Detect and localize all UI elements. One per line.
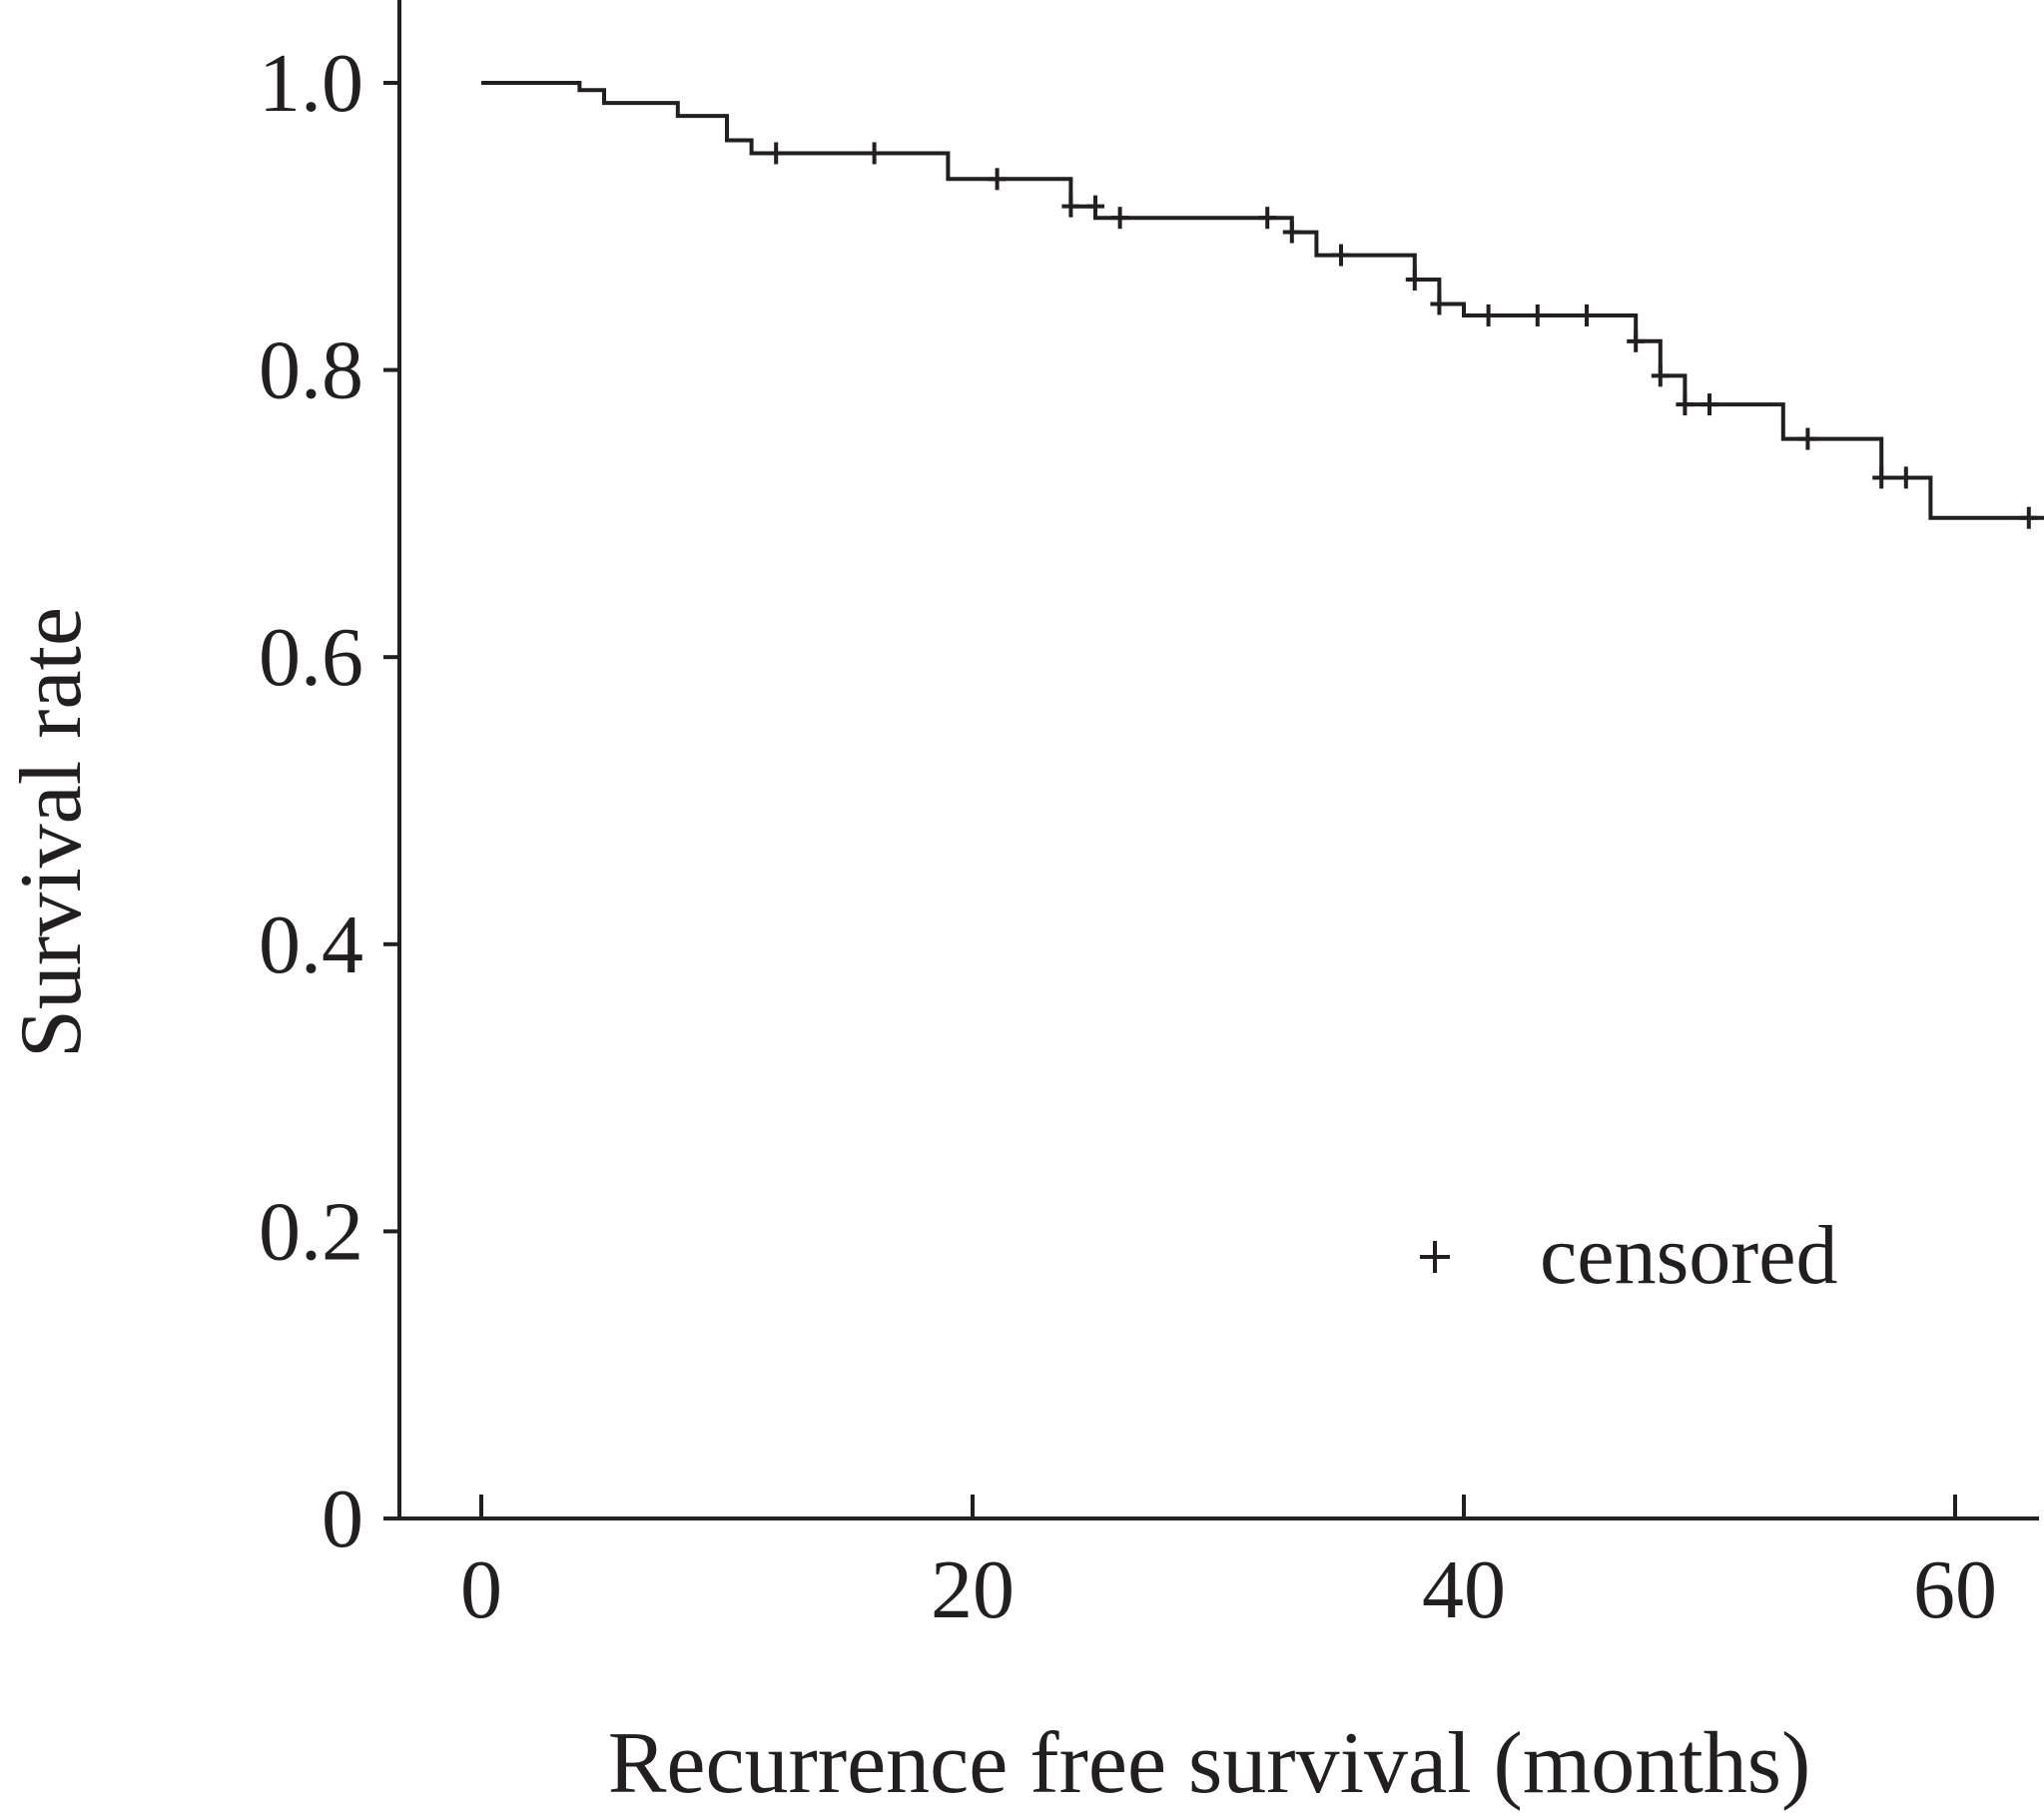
- censor-mark: [1651, 364, 1670, 387]
- censor-mark: [1798, 427, 1817, 450]
- censor-mark: [1332, 244, 1350, 267]
- x-axis-title: Recurrence free survival (months): [608, 1715, 1811, 1812]
- censor-mark: [1676, 393, 1695, 416]
- x-tick-label: 20: [931, 1543, 1015, 1636]
- censor-mark: [1110, 207, 1129, 230]
- legend-label: censored: [1540, 1209, 1838, 1302]
- x-tick-label: 40: [1422, 1543, 1506, 1636]
- censor-mark: [1086, 195, 1104, 218]
- censor-mark: [1405, 269, 1424, 292]
- y-tick-label: 0.8: [259, 324, 363, 417]
- censor-mark: [865, 142, 884, 165]
- plot-area: 00.20.40.60.81.0 020406080100120: [259, 0, 2044, 1636]
- y-tick-label: 0: [322, 1473, 363, 1565]
- censor-mark: [1282, 221, 1301, 244]
- censor-mark: [1528, 303, 1547, 326]
- censor-mark: [1479, 303, 1498, 326]
- legend: censored: [1420, 1209, 1838, 1302]
- x-tick-label: 0: [460, 1543, 502, 1636]
- censor-mark: [1896, 466, 1915, 489]
- y-tick-label: 1.0: [259, 37, 363, 130]
- censor-mark: [1061, 195, 1080, 218]
- y-tick-label: 0.4: [259, 899, 363, 991]
- censor-marks: [767, 142, 2038, 529]
- y-tick-label: 0.2: [259, 1185, 363, 1278]
- x-tick-label: 60: [1913, 1543, 1997, 1636]
- censor-mark: [1627, 329, 1646, 352]
- y-axis-ticks: 0 0.2 0.4 0.6 0.8 1.0: [259, 37, 399, 1565]
- survival-curve: [481, 81, 2044, 520]
- x-axis-ticks: 020406080100120: [460, 1495, 1997, 1636]
- censor-mark: [767, 142, 786, 165]
- censor-mark: [1430, 293, 1449, 315]
- censor-mark: [988, 168, 1007, 191]
- censor-mark: [1701, 393, 1718, 416]
- y-tick-label: 0.6: [259, 611, 363, 704]
- censor-mark: [1872, 466, 1891, 489]
- y-axis-title: Survival rate: [3, 607, 100, 1058]
- censor-mark: [2019, 506, 2038, 529]
- legend-censor-icon: [1420, 1241, 1450, 1273]
- censor-mark: [1258, 207, 1277, 230]
- censor-mark: [1578, 303, 1596, 326]
